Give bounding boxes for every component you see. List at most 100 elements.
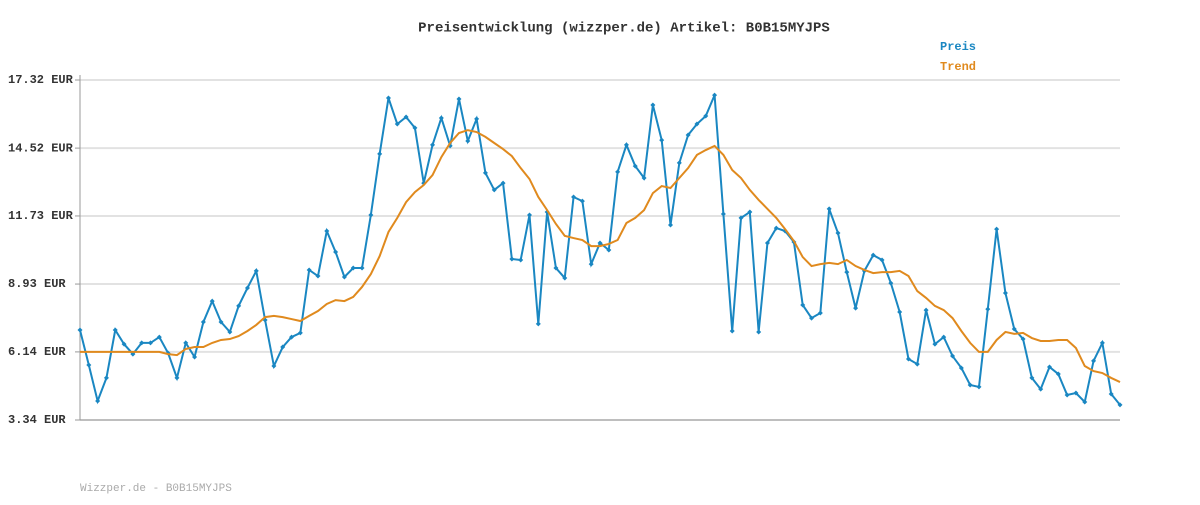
point-marker bbox=[897, 309, 903, 315]
point-marker bbox=[597, 240, 603, 246]
point-marker bbox=[650, 102, 656, 108]
point-marker bbox=[888, 280, 894, 286]
point-marker bbox=[764, 240, 770, 246]
point-marker bbox=[958, 365, 964, 371]
series-line bbox=[79, 94, 1121, 406]
point-marker bbox=[562, 275, 568, 281]
point-marker bbox=[553, 265, 559, 271]
point-marker bbox=[289, 334, 295, 340]
point-marker bbox=[923, 307, 929, 313]
point-marker bbox=[209, 298, 215, 304]
point-marker bbox=[271, 363, 277, 369]
point-marker bbox=[315, 273, 321, 279]
chart-title: Preisentwicklung (wizzper.de) Artikel: B… bbox=[418, 21, 830, 37]
point-marker bbox=[579, 198, 585, 204]
point-marker bbox=[800, 302, 806, 308]
point-marker bbox=[994, 226, 1000, 232]
point-marker bbox=[518, 257, 524, 263]
point-marker bbox=[623, 142, 629, 148]
point-marker bbox=[474, 116, 480, 122]
y-tick-label: 6.14 EUR bbox=[8, 345, 66, 359]
point-marker bbox=[694, 121, 700, 127]
point-marker bbox=[377, 151, 383, 157]
point-marker bbox=[712, 92, 718, 98]
point-marker bbox=[606, 247, 612, 253]
point-marker bbox=[914, 361, 920, 367]
point-marker bbox=[773, 225, 779, 231]
point-marker bbox=[729, 328, 735, 334]
point-marker bbox=[394, 121, 400, 127]
point-marker bbox=[588, 261, 594, 267]
point-marker bbox=[368, 212, 374, 218]
point-marker bbox=[482, 170, 488, 176]
point-marker bbox=[703, 113, 709, 119]
point-marker bbox=[156, 334, 162, 340]
point-marker bbox=[747, 209, 753, 215]
series-line bbox=[80, 129, 1121, 383]
point-marker bbox=[77, 327, 83, 333]
point-marker bbox=[306, 267, 312, 273]
point-marker bbox=[571, 194, 577, 200]
point-marker bbox=[685, 132, 691, 138]
point-marker bbox=[324, 228, 330, 234]
point-marker bbox=[359, 265, 365, 271]
legend-label: Trend bbox=[940, 60, 976, 74]
point-marker bbox=[844, 269, 850, 275]
point-marker bbox=[244, 285, 250, 291]
point-marker bbox=[1046, 364, 1052, 370]
point-marker bbox=[465, 138, 471, 144]
point-marker bbox=[809, 315, 815, 321]
point-marker bbox=[333, 249, 339, 255]
point-marker bbox=[879, 257, 885, 263]
point-marker bbox=[870, 252, 876, 258]
point-marker bbox=[95, 398, 101, 404]
point-marker bbox=[1091, 358, 1097, 364]
point-marker bbox=[412, 125, 418, 131]
point-marker bbox=[668, 222, 674, 228]
point-marker bbox=[950, 353, 956, 359]
point-marker bbox=[535, 321, 541, 327]
point-marker bbox=[967, 382, 973, 388]
y-tick-label: 14.52 EUR bbox=[8, 141, 74, 155]
point-marker bbox=[236, 303, 242, 309]
legend-label: Preis bbox=[940, 40, 976, 54]
point-marker bbox=[941, 334, 947, 340]
point-marker bbox=[835, 230, 841, 236]
point-marker bbox=[526, 212, 532, 218]
point-marker bbox=[385, 95, 391, 101]
point-marker bbox=[350, 265, 356, 271]
point-marker bbox=[817, 310, 823, 316]
point-marker bbox=[86, 362, 92, 368]
point-marker bbox=[430, 142, 436, 148]
point-marker bbox=[720, 211, 726, 217]
point-marker bbox=[1055, 371, 1061, 377]
point-marker bbox=[1108, 391, 1114, 397]
point-marker bbox=[121, 341, 127, 347]
point-marker bbox=[200, 319, 206, 325]
point-marker bbox=[1082, 399, 1088, 405]
point-marker bbox=[826, 206, 832, 212]
point-marker bbox=[756, 329, 762, 335]
point-marker bbox=[1099, 340, 1105, 346]
point-marker bbox=[456, 96, 462, 102]
point-marker bbox=[491, 187, 497, 193]
point-marker bbox=[148, 340, 154, 346]
point-marker bbox=[641, 175, 647, 181]
point-marker bbox=[218, 319, 224, 325]
point-marker bbox=[1064, 392, 1070, 398]
point-marker bbox=[1117, 402, 1123, 408]
point-marker bbox=[103, 375, 109, 381]
point-marker bbox=[112, 327, 118, 333]
point-marker bbox=[341, 274, 347, 280]
point-marker bbox=[1073, 390, 1079, 396]
point-marker bbox=[139, 340, 145, 346]
point-marker bbox=[253, 268, 259, 274]
point-marker bbox=[1038, 386, 1044, 392]
point-marker bbox=[1029, 375, 1035, 381]
point-marker bbox=[985, 306, 991, 312]
point-marker bbox=[500, 180, 506, 186]
footer: Wizzper.de - B0B15MYJPS bbox=[80, 483, 232, 495]
point-marker bbox=[632, 163, 638, 169]
